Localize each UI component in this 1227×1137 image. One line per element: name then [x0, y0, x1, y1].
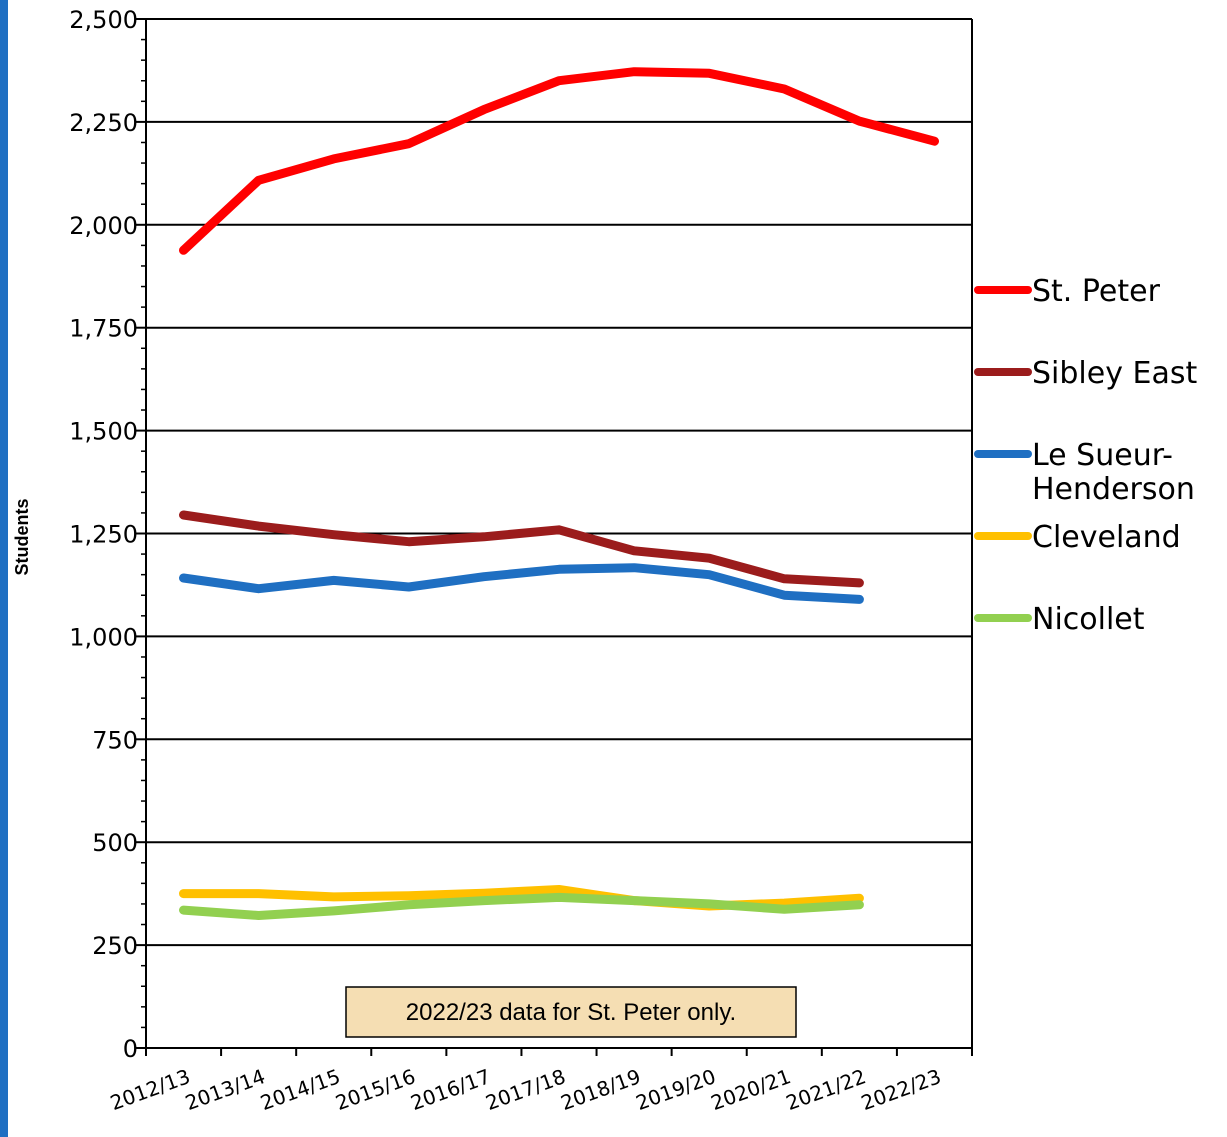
y-tick-label-0: 0	[123, 1035, 138, 1063]
legend-label-3: Cleveland	[1032, 520, 1181, 555]
x-tick-label-5: 2017/18	[482, 1064, 568, 1115]
x-tick-label-2: 2014/15	[257, 1064, 343, 1115]
y-tick-label-10: 2,500	[69, 6, 138, 34]
x-axis-ticks: 2012/132013/142014/152015/162016/172017/…	[107, 1048, 973, 1115]
left-accent-stripe	[0, 0, 8, 1137]
annotation-text: 2022/23 data for St. Peter only.	[406, 999, 736, 1026]
y-tick-label-9: 2,250	[69, 109, 138, 137]
y-tick-label-8: 2,000	[69, 212, 138, 240]
y-tick-label-2: 500	[92, 829, 138, 857]
x-tick-label-10: 2022/23	[858, 1064, 944, 1115]
y-tick-label-7: 1,750	[69, 315, 138, 343]
series-line-2	[179, 563, 864, 604]
x-tick-label-9: 2021/22	[783, 1064, 869, 1115]
legend: St. Peter Sibley East Le Sueur-Henderson Cl…	[974, 274, 1197, 637]
legend-label-1: Sibley East	[1032, 356, 1197, 391]
x-tick-label-8: 2020/21	[708, 1064, 794, 1115]
series-line-0	[179, 67, 939, 255]
legend-label-0: St. Peter	[1032, 274, 1161, 309]
x-tick-label-3: 2015/16	[332, 1064, 418, 1115]
y-axis-label: Students	[12, 498, 32, 575]
annotation-box-background	[345, 986, 797, 1038]
legend-label-2: Le Sueur-Henderson	[1032, 438, 1195, 507]
y-tick-label-6: 1,500	[69, 418, 138, 446]
gridlines	[146, 18, 972, 947]
y-tick-label-1: 250	[92, 932, 138, 960]
y-tick-label-3: 750	[92, 726, 138, 754]
series-layer	[179, 67, 939, 920]
y-axis-ticks: 0 250 500 750 1,000 1,250 1,500 1,750 2,000 2,250…	[69, 6, 146, 1063]
annotation-box: 2022/23 data for St. Peter only.	[345, 986, 797, 1038]
x-tick-label-0: 2012/13	[107, 1064, 193, 1115]
x-tick-label-1: 2013/14	[182, 1064, 268, 1115]
x-tick-label-7: 2019/20	[633, 1064, 719, 1115]
x-tick-label-6: 2018/19	[558, 1064, 644, 1115]
y-tick-label-5: 1,250	[69, 521, 138, 549]
y-tick-label-4: 1,000	[69, 623, 138, 651]
x-tick-label-4: 2016/17	[407, 1064, 493, 1115]
series-line-4	[179, 892, 864, 920]
legend-label-4: Nicollet	[1032, 602, 1145, 637]
series-line-1	[179, 510, 864, 588]
